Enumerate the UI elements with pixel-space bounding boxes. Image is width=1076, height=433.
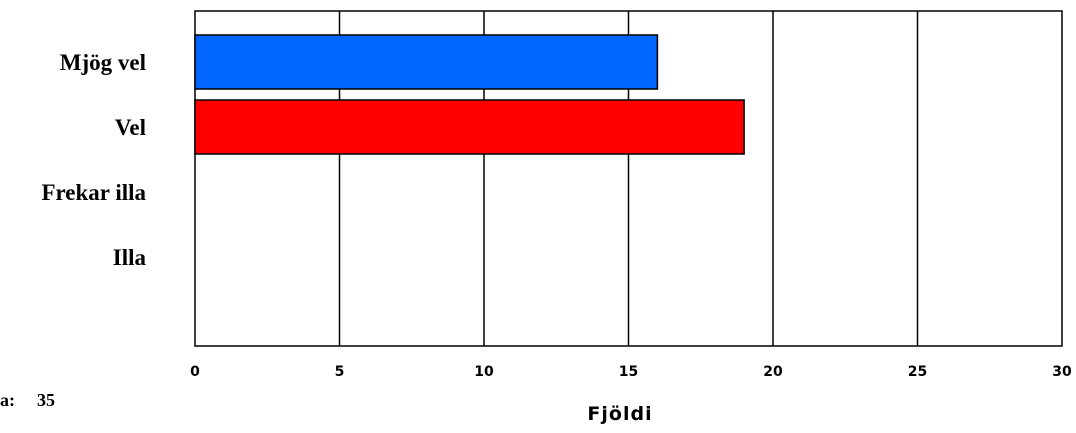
category-label: Mjög vel — [60, 50, 146, 75]
x-tick-label: 10 — [474, 364, 494, 380]
bars — [194, 34, 745, 155]
x-tick-label: 5 — [335, 364, 345, 380]
category-label: Frekar illa — [41, 180, 146, 205]
x-tick-label: 25 — [908, 364, 927, 380]
category-labels: Mjög vel Vel Frekar illa Illa — [41, 50, 146, 270]
x-tick-label: 15 — [619, 364, 638, 380]
category-label: Illa — [113, 245, 147, 270]
x-tick-labels: 0 5 10 15 20 25 30 — [190, 364, 1072, 380]
total-count-value: 35 — [37, 390, 55, 410]
bar-1 — [194, 99, 745, 155]
x-tick-label: 0 — [190, 364, 200, 380]
category-label: Vel — [115, 115, 146, 140]
bar-0 — [194, 34, 659, 90]
x-axis-title: Fjöldi — [587, 403, 652, 425]
x-tick-label: 20 — [763, 364, 783, 380]
x-tick-label: 30 — [1052, 364, 1072, 380]
total-count-label: a: — [0, 390, 15, 410]
